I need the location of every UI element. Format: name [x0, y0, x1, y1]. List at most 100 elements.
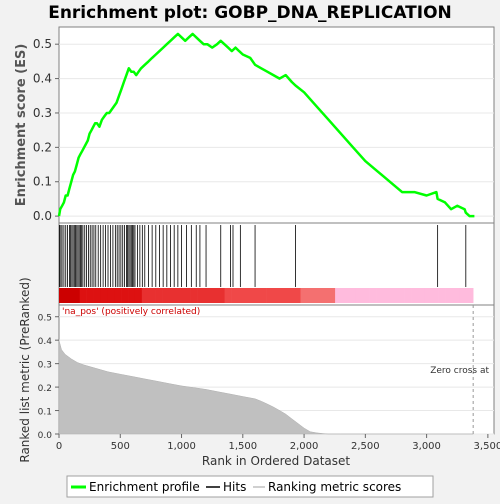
rank-bar-segment [321, 288, 329, 303]
rank-bar-segment [390, 288, 398, 303]
rank-bar-segment [86, 288, 94, 303]
rank-bar-segment [155, 288, 163, 303]
legend: Enrichment profile Hits Ranking metric s… [66, 475, 434, 498]
rank-bar-segment [169, 288, 177, 303]
rank-area-group [58, 305, 474, 435]
rank-bar-segment [348, 288, 357, 303]
rank-bar-segment [79, 288, 87, 303]
rank-bar-segment [355, 288, 364, 303]
rank-bar-segment [210, 288, 219, 303]
rank-bar-segment [279, 288, 288, 303]
rank-bar-segment [335, 288, 343, 303]
rank-bar-segment [128, 288, 136, 303]
rank-bar-segment [404, 288, 412, 303]
rank-bar-segment [376, 288, 384, 303]
es-y-tick-label: 0.0 [33, 209, 52, 223]
rank-bar-segment [307, 288, 315, 303]
rank-bar-segment [328, 288, 336, 303]
rank-y-tick-label: 0.2 [38, 384, 52, 394]
rank-bar-segment [134, 288, 143, 303]
chart-title: Enrichment plot: GOBP_DNA_REPLICATION [48, 3, 452, 23]
rank-bar-segment [452, 288, 460, 303]
legend-es-label: Enrichment profile [89, 480, 200, 494]
x-tick-label: 2,500 [351, 441, 380, 452]
x-tick-label: 1,500 [228, 441, 257, 452]
positive-correlation-label: 'na_pos' (positively correlated) [62, 307, 200, 317]
rank-y-axis: 0.0 0.1 0.2 0.3 0.4 0.5 [38, 314, 59, 441]
es-y-tick-label: 0.4 [33, 72, 52, 86]
legend-hits-label: Hits [223, 480, 246, 494]
x-tick-label: 0 [56, 441, 62, 452]
x-axis-label: Rank in Ordered Dataset [202, 454, 350, 468]
rank-bar-segment [293, 288, 301, 303]
rank-bar-segment [197, 288, 205, 303]
rank-axis-label: Ranked list metric (PreRanked) [18, 277, 32, 462]
rank-color-bar [59, 288, 474, 303]
rank-bar-segment [59, 288, 67, 303]
es-line-group [57, 32, 475, 218]
rank-y-tick-label: 0.3 [38, 361, 52, 371]
rank-bar-segment [162, 288, 170, 303]
rank-bar-segment [342, 288, 350, 303]
es-y-tick-label: 0.3 [33, 106, 52, 120]
rank-bar-segment [100, 288, 108, 303]
rank-bar-segment [176, 288, 184, 303]
rank-bar-segment [121, 288, 129, 303]
rank-y-tick-label: 0.5 [38, 314, 52, 324]
rank-bar-segment [369, 288, 377, 303]
rank-bar-segment [203, 288, 212, 303]
rank-bar-segment [397, 288, 405, 303]
zero-cross-label: Zero cross at [430, 366, 489, 376]
rank-y-tick-label: 0.0 [38, 431, 53, 441]
rank-bar-segment [445, 288, 453, 303]
rank-bar-segment [411, 288, 419, 303]
rank-bar-segment [107, 288, 115, 303]
rank-y-tick-label: 0.4 [38, 337, 53, 347]
es-y-axis: 0.0 0.1 0.2 0.3 0.4 0.5 [33, 37, 59, 223]
es-axis-label: Enrichment score (ES) [14, 44, 29, 207]
rank-bar-segment [72, 288, 81, 303]
rank-bar-segment [148, 288, 156, 303]
rank-bar-segment [300, 288, 308, 303]
rank-bar-segment [459, 288, 467, 303]
rank-bar-segment [114, 288, 122, 303]
es-y-tick-label: 0.1 [33, 175, 52, 189]
rank-bar-segment [259, 288, 267, 303]
x-tick-label: 3,000 [412, 441, 441, 452]
rank-bar-segment [190, 288, 198, 303]
rank-bar-segment [183, 288, 191, 303]
rank-bar-segment [141, 288, 150, 303]
rank-bar-segment [266, 288, 274, 303]
x-tick-label: 500 [111, 441, 130, 452]
rank-bar-segment [314, 288, 322, 303]
legend-rank-label: Ranking metric scores [268, 480, 401, 494]
es-profile-line [57, 32, 475, 218]
rank-y-tick-label: 0.1 [38, 408, 52, 418]
legend-box [66, 475, 434, 498]
rank-bar-segment [431, 288, 439, 303]
rank-bar-segment [245, 288, 253, 303]
rank-bar-segment [272, 288, 281, 303]
x-tick-label: 2,000 [290, 441, 319, 452]
es-y-tick-label: 0.5 [33, 37, 52, 51]
es-panel [58, 26, 495, 224]
rank-bar-segment [224, 288, 232, 303]
rank-bar-segment [466, 288, 474, 303]
es-grid [59, 43, 494, 217]
x-tick-label: 1,000 [167, 441, 196, 452]
rank-bar-segment [438, 288, 446, 303]
rank-bar-segment [286, 288, 294, 303]
rank-bar-segment [238, 288, 246, 303]
rank-bar-segment [417, 288, 426, 303]
rank-bar-segment [424, 288, 433, 303]
rank-bar-segment [362, 288, 370, 303]
es-y-tick-label: 0.2 [33, 140, 52, 154]
rank-bar-segment [217, 288, 225, 303]
hits-group [59, 225, 467, 287]
rank-x-axis: 0 500 1,000 1,500 2,000 2,500 3,000 3,500 [56, 434, 500, 452]
rank-bar-segment [93, 288, 101, 303]
rank-metric-area [58, 340, 474, 435]
x-tick-label: 3,500 [474, 441, 500, 452]
